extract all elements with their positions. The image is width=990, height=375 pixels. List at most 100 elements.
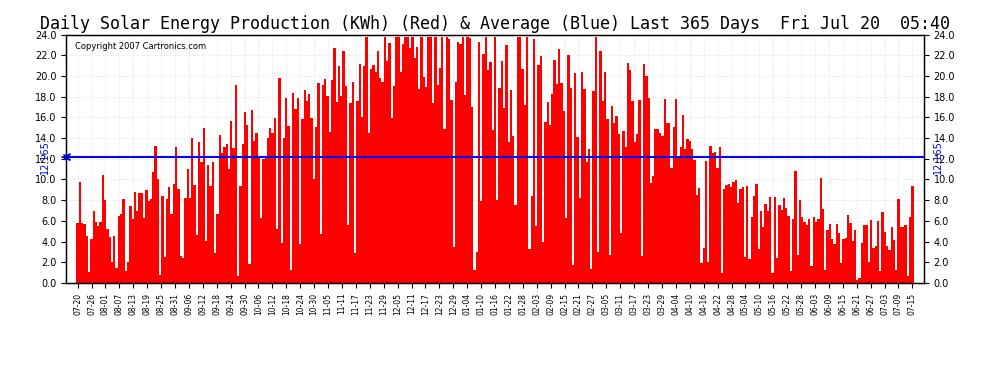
Bar [515,206,517,283]
Bar [210,186,212,283]
Bar [817,219,820,283]
Bar [856,280,858,283]
Bar [743,258,746,283]
Bar [384,37,386,283]
Bar [652,176,654,283]
Bar [276,229,278,283]
Bar [191,138,193,283]
Bar [175,147,177,283]
Bar [349,103,351,283]
Bar [466,37,468,283]
Bar [787,216,790,283]
Bar [588,149,590,283]
Bar [721,273,723,283]
Bar [686,139,689,283]
Bar [533,39,536,283]
Bar [540,56,542,283]
Bar [524,105,526,283]
Bar [186,169,189,283]
Bar [714,152,717,283]
Bar [620,233,623,283]
Bar [127,262,130,283]
Bar [146,190,148,283]
Bar [630,70,632,283]
Bar [134,192,136,283]
Bar [262,159,264,283]
Bar [748,260,750,283]
Bar [400,72,402,283]
Bar [742,188,743,283]
Bar [487,70,489,283]
Bar [707,262,710,283]
Bar [148,201,149,283]
Bar [609,255,611,283]
Bar [877,221,879,283]
Bar [555,84,558,283]
Bar [773,198,776,283]
Bar [808,219,811,283]
Bar [700,263,703,283]
Bar [104,200,106,283]
Bar [393,86,395,283]
Bar [618,134,620,283]
Bar [338,66,341,283]
Bar [143,218,146,283]
Bar [294,109,297,283]
Bar [558,49,560,283]
Bar [374,72,377,283]
Bar [411,37,414,283]
Bar [244,112,247,283]
Bar [461,37,464,283]
Bar [893,240,895,283]
Bar [345,86,347,283]
Bar [83,224,86,283]
Bar [334,48,336,283]
Bar [592,90,595,283]
Bar [634,142,636,283]
Bar [801,217,804,283]
Bar [636,134,639,283]
Bar [306,101,308,283]
Bar [576,137,579,283]
Bar [95,222,97,283]
Bar [590,270,592,283]
Bar [569,88,572,283]
Bar [529,249,531,283]
Bar [546,102,548,283]
Bar [769,197,771,283]
Bar [395,37,398,283]
Bar [900,226,902,283]
Bar [182,258,184,283]
Bar [647,98,649,283]
Bar [184,198,186,283]
Bar [902,226,904,283]
Bar [136,211,139,283]
Bar [616,117,618,283]
Bar [370,69,372,283]
Bar [531,196,533,283]
Bar [468,38,471,283]
Bar [398,37,400,283]
Bar [269,128,271,283]
Bar [212,162,214,283]
Bar [623,131,625,283]
Bar [120,214,123,283]
Bar [705,161,707,283]
Bar [689,141,691,283]
Bar [824,270,827,283]
Bar [315,127,317,283]
Bar [248,264,250,283]
Bar [351,82,354,283]
Bar [907,276,909,283]
Bar [583,89,586,283]
Bar [92,211,95,283]
Bar [572,266,574,283]
Bar [661,136,663,283]
Bar [849,223,851,283]
Bar [811,266,813,283]
Bar [682,115,684,283]
Bar [822,209,824,283]
Bar [776,258,778,283]
Bar [813,217,815,283]
Bar [423,76,425,283]
